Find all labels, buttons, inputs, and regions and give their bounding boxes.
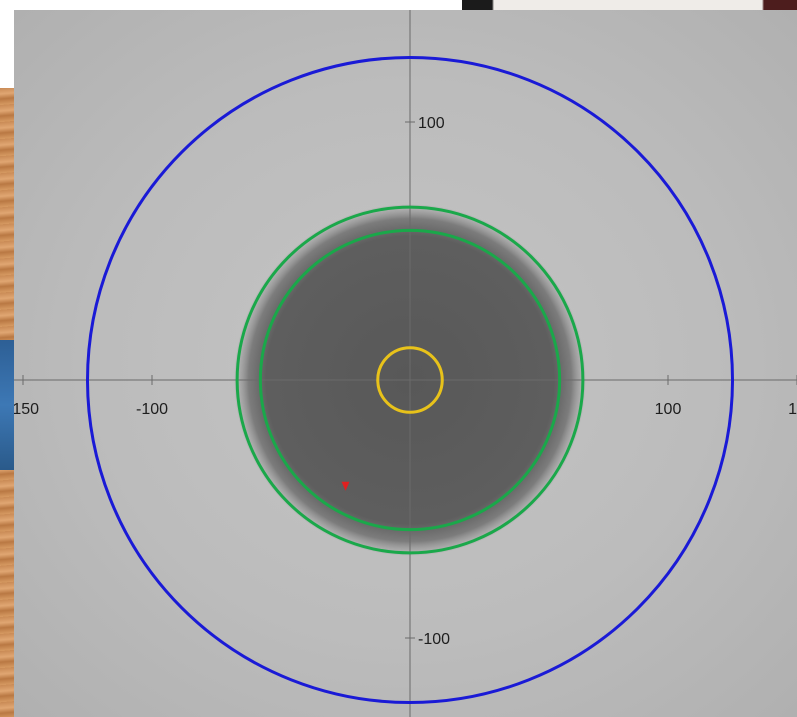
- y-tick-label: -100: [418, 631, 450, 648]
- red-marker-icon[interactable]: [341, 481, 350, 491]
- x-tick-label: 100: [655, 401, 682, 418]
- target-plot-panel[interactable]: -150 -100 100 15 100 -100: [14, 10, 797, 717]
- top-edge-strip: [462, 0, 797, 10]
- x-tick-label: -100: [136, 401, 168, 418]
- target-plot[interactable]: -150 -100 100 15 100 -100: [14, 10, 797, 717]
- x-tick-label: -150: [14, 401, 39, 418]
- center-yellow-ring: [376, 346, 444, 414]
- inner-green-ring: [258, 228, 562, 532]
- outer-blue-ring: [86, 56, 734, 704]
- outer-green-ring: [235, 205, 585, 555]
- x-tick-label: 15: [788, 401, 797, 418]
- photo-strip-blue: [0, 340, 14, 470]
- y-tick-label: 100: [418, 115, 445, 132]
